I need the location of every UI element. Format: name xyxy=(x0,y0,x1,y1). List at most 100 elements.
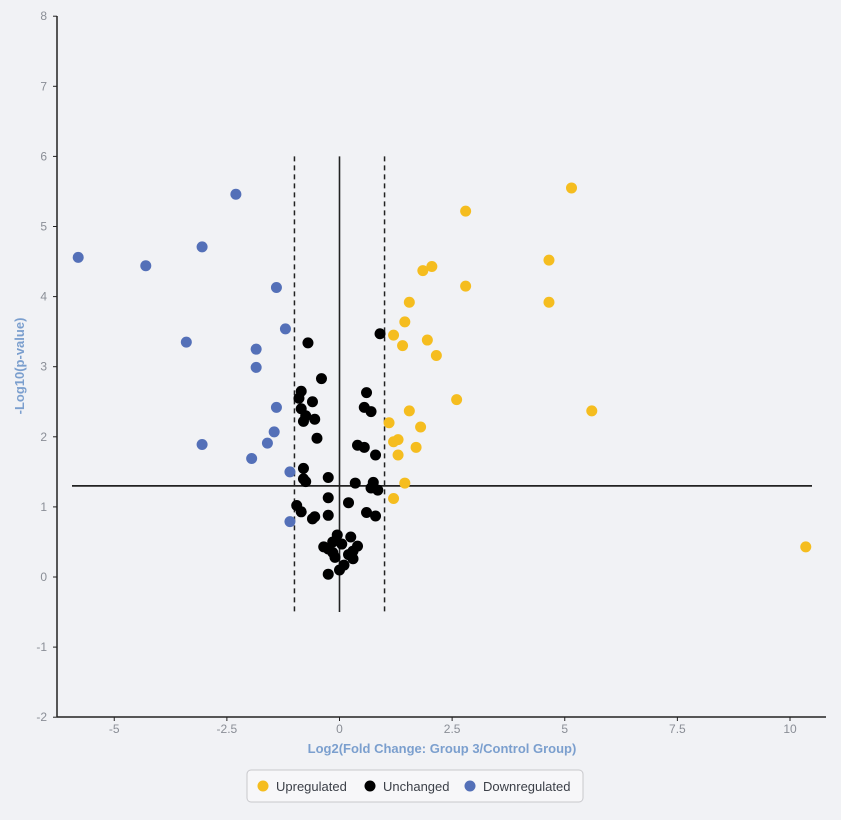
y-tick-label: 2 xyxy=(40,430,47,444)
point-unchanged[interactable] xyxy=(334,564,345,576)
point-upregulated[interactable] xyxy=(388,436,400,448)
legend-marker-downregulated xyxy=(464,780,476,792)
point-downregulated[interactable] xyxy=(72,251,84,263)
point-downregulated[interactable] xyxy=(180,336,192,348)
series-upregulated xyxy=(383,182,812,553)
point-upregulated[interactable] xyxy=(399,477,411,489)
point-unchanged[interactable] xyxy=(361,507,373,519)
point-upregulated[interactable] xyxy=(426,260,438,272)
legend-item-unchanged[interactable]: Unchanged xyxy=(364,779,450,794)
point-downregulated[interactable] xyxy=(284,466,296,478)
x-tick-label: 7.5 xyxy=(669,722,686,736)
y-tick-label: 7 xyxy=(40,79,47,93)
point-unchanged[interactable] xyxy=(370,449,382,461)
point-upregulated[interactable] xyxy=(388,329,400,341)
y-ticks: -2 -1 0 1 2 3 4 5 6 7 8 xyxy=(36,9,57,724)
point-upregulated[interactable] xyxy=(415,421,427,433)
x-axis-title: Log2(Fold Change: Group 3/Control Group) xyxy=(308,741,577,756)
legend-item-downregulated[interactable]: Downregulated xyxy=(464,779,571,794)
legend-marker-upregulated xyxy=(257,780,269,792)
x-tick-label: -2.5 xyxy=(217,722,238,736)
point-unchanged[interactable] xyxy=(347,553,359,565)
x-tick-label: 10 xyxy=(783,722,797,736)
point-upregulated[interactable] xyxy=(417,265,429,277)
point-unchanged[interactable] xyxy=(343,497,355,509)
point-unchanged[interactable] xyxy=(322,568,334,580)
point-upregulated[interactable] xyxy=(800,541,812,553)
point-downregulated[interactable] xyxy=(270,401,282,413)
y-tick-label: 4 xyxy=(40,290,47,304)
point-upregulated[interactable] xyxy=(410,441,422,453)
x-tick-label: 2.5 xyxy=(444,722,461,736)
point-unchanged[interactable] xyxy=(358,441,370,453)
point-unchanged[interactable] xyxy=(293,392,305,404)
point-unchanged[interactable] xyxy=(306,396,318,408)
point-unchanged[interactable] xyxy=(329,551,341,563)
point-downregulated[interactable] xyxy=(196,439,208,451)
series-downregulated xyxy=(72,188,296,528)
point-downregulated[interactable] xyxy=(250,361,262,373)
point-upregulated[interactable] xyxy=(543,296,555,308)
point-upregulated[interactable] xyxy=(403,405,415,417)
y-tick-label: -2 xyxy=(36,710,47,724)
point-downregulated[interactable] xyxy=(270,281,282,293)
point-upregulated[interactable] xyxy=(403,296,415,308)
point-unchanged[interactable] xyxy=(349,477,361,489)
point-upregulated[interactable] xyxy=(460,280,472,292)
point-unchanged[interactable] xyxy=(315,373,327,385)
point-unchanged[interactable] xyxy=(370,510,382,522)
point-downregulated[interactable] xyxy=(246,453,258,465)
point-unchanged[interactable] xyxy=(311,432,323,444)
x-tick-label: -5 xyxy=(109,722,120,736)
point-upregulated[interactable] xyxy=(383,417,395,429)
point-downregulated[interactable] xyxy=(261,437,273,449)
point-unchanged[interactable] xyxy=(309,413,321,425)
point-upregulated[interactable] xyxy=(543,254,555,266)
axes xyxy=(56,16,826,718)
point-unchanged[interactable] xyxy=(361,387,373,399)
point-upregulated[interactable] xyxy=(451,394,463,406)
point-unchanged[interactable] xyxy=(322,509,334,521)
x-ticks: -5 -2.5 0 2.5 5 7.5 10 xyxy=(109,717,797,736)
point-upregulated[interactable] xyxy=(399,316,411,328)
point-unchanged[interactable] xyxy=(295,506,307,518)
legend: Upregulated Unchanged Downregulated xyxy=(246,769,584,803)
point-unchanged[interactable] xyxy=(306,513,318,525)
x-tick-label: 0 xyxy=(336,722,343,736)
legend-label-unchanged: Unchanged xyxy=(383,779,450,794)
point-unchanged[interactable] xyxy=(336,538,348,550)
point-upregulated[interactable] xyxy=(460,205,472,217)
legend-marker-unchanged xyxy=(364,780,376,792)
point-unchanged[interactable] xyxy=(322,492,334,504)
point-upregulated[interactable] xyxy=(421,334,433,346)
point-unchanged[interactable] xyxy=(300,476,312,488)
point-upregulated[interactable] xyxy=(586,405,598,417)
point-downregulated[interactable] xyxy=(279,323,291,335)
point-upregulated[interactable] xyxy=(388,492,400,504)
y-tick-label: -1 xyxy=(36,640,47,654)
point-upregulated[interactable] xyxy=(392,449,404,461)
point-downregulated[interactable] xyxy=(230,188,242,200)
point-downregulated[interactable] xyxy=(140,260,152,272)
point-unchanged[interactable] xyxy=(322,471,334,483)
point-unchanged[interactable] xyxy=(297,415,309,427)
point-unchanged[interactable] xyxy=(297,462,309,474)
point-downregulated[interactable] xyxy=(268,426,280,438)
x-tick-label: 5 xyxy=(561,722,568,736)
point-unchanged[interactable] xyxy=(365,406,377,418)
point-upregulated[interactable] xyxy=(397,340,409,352)
point-downregulated[interactable] xyxy=(284,516,296,528)
reference-lines xyxy=(72,156,812,613)
point-downregulated[interactable] xyxy=(250,343,262,355)
series-unchanged xyxy=(291,328,386,580)
point-downregulated[interactable] xyxy=(196,241,208,253)
legend-item-upregulated[interactable]: Upregulated xyxy=(257,779,347,794)
point-unchanged[interactable] xyxy=(374,328,386,340)
point-unchanged[interactable] xyxy=(345,531,357,543)
point-unchanged[interactable] xyxy=(372,484,384,496)
point-upregulated[interactable] xyxy=(566,182,578,194)
point-upregulated[interactable] xyxy=(430,349,442,361)
y-tick-label: 8 xyxy=(40,9,47,23)
point-unchanged[interactable] xyxy=(302,337,314,349)
